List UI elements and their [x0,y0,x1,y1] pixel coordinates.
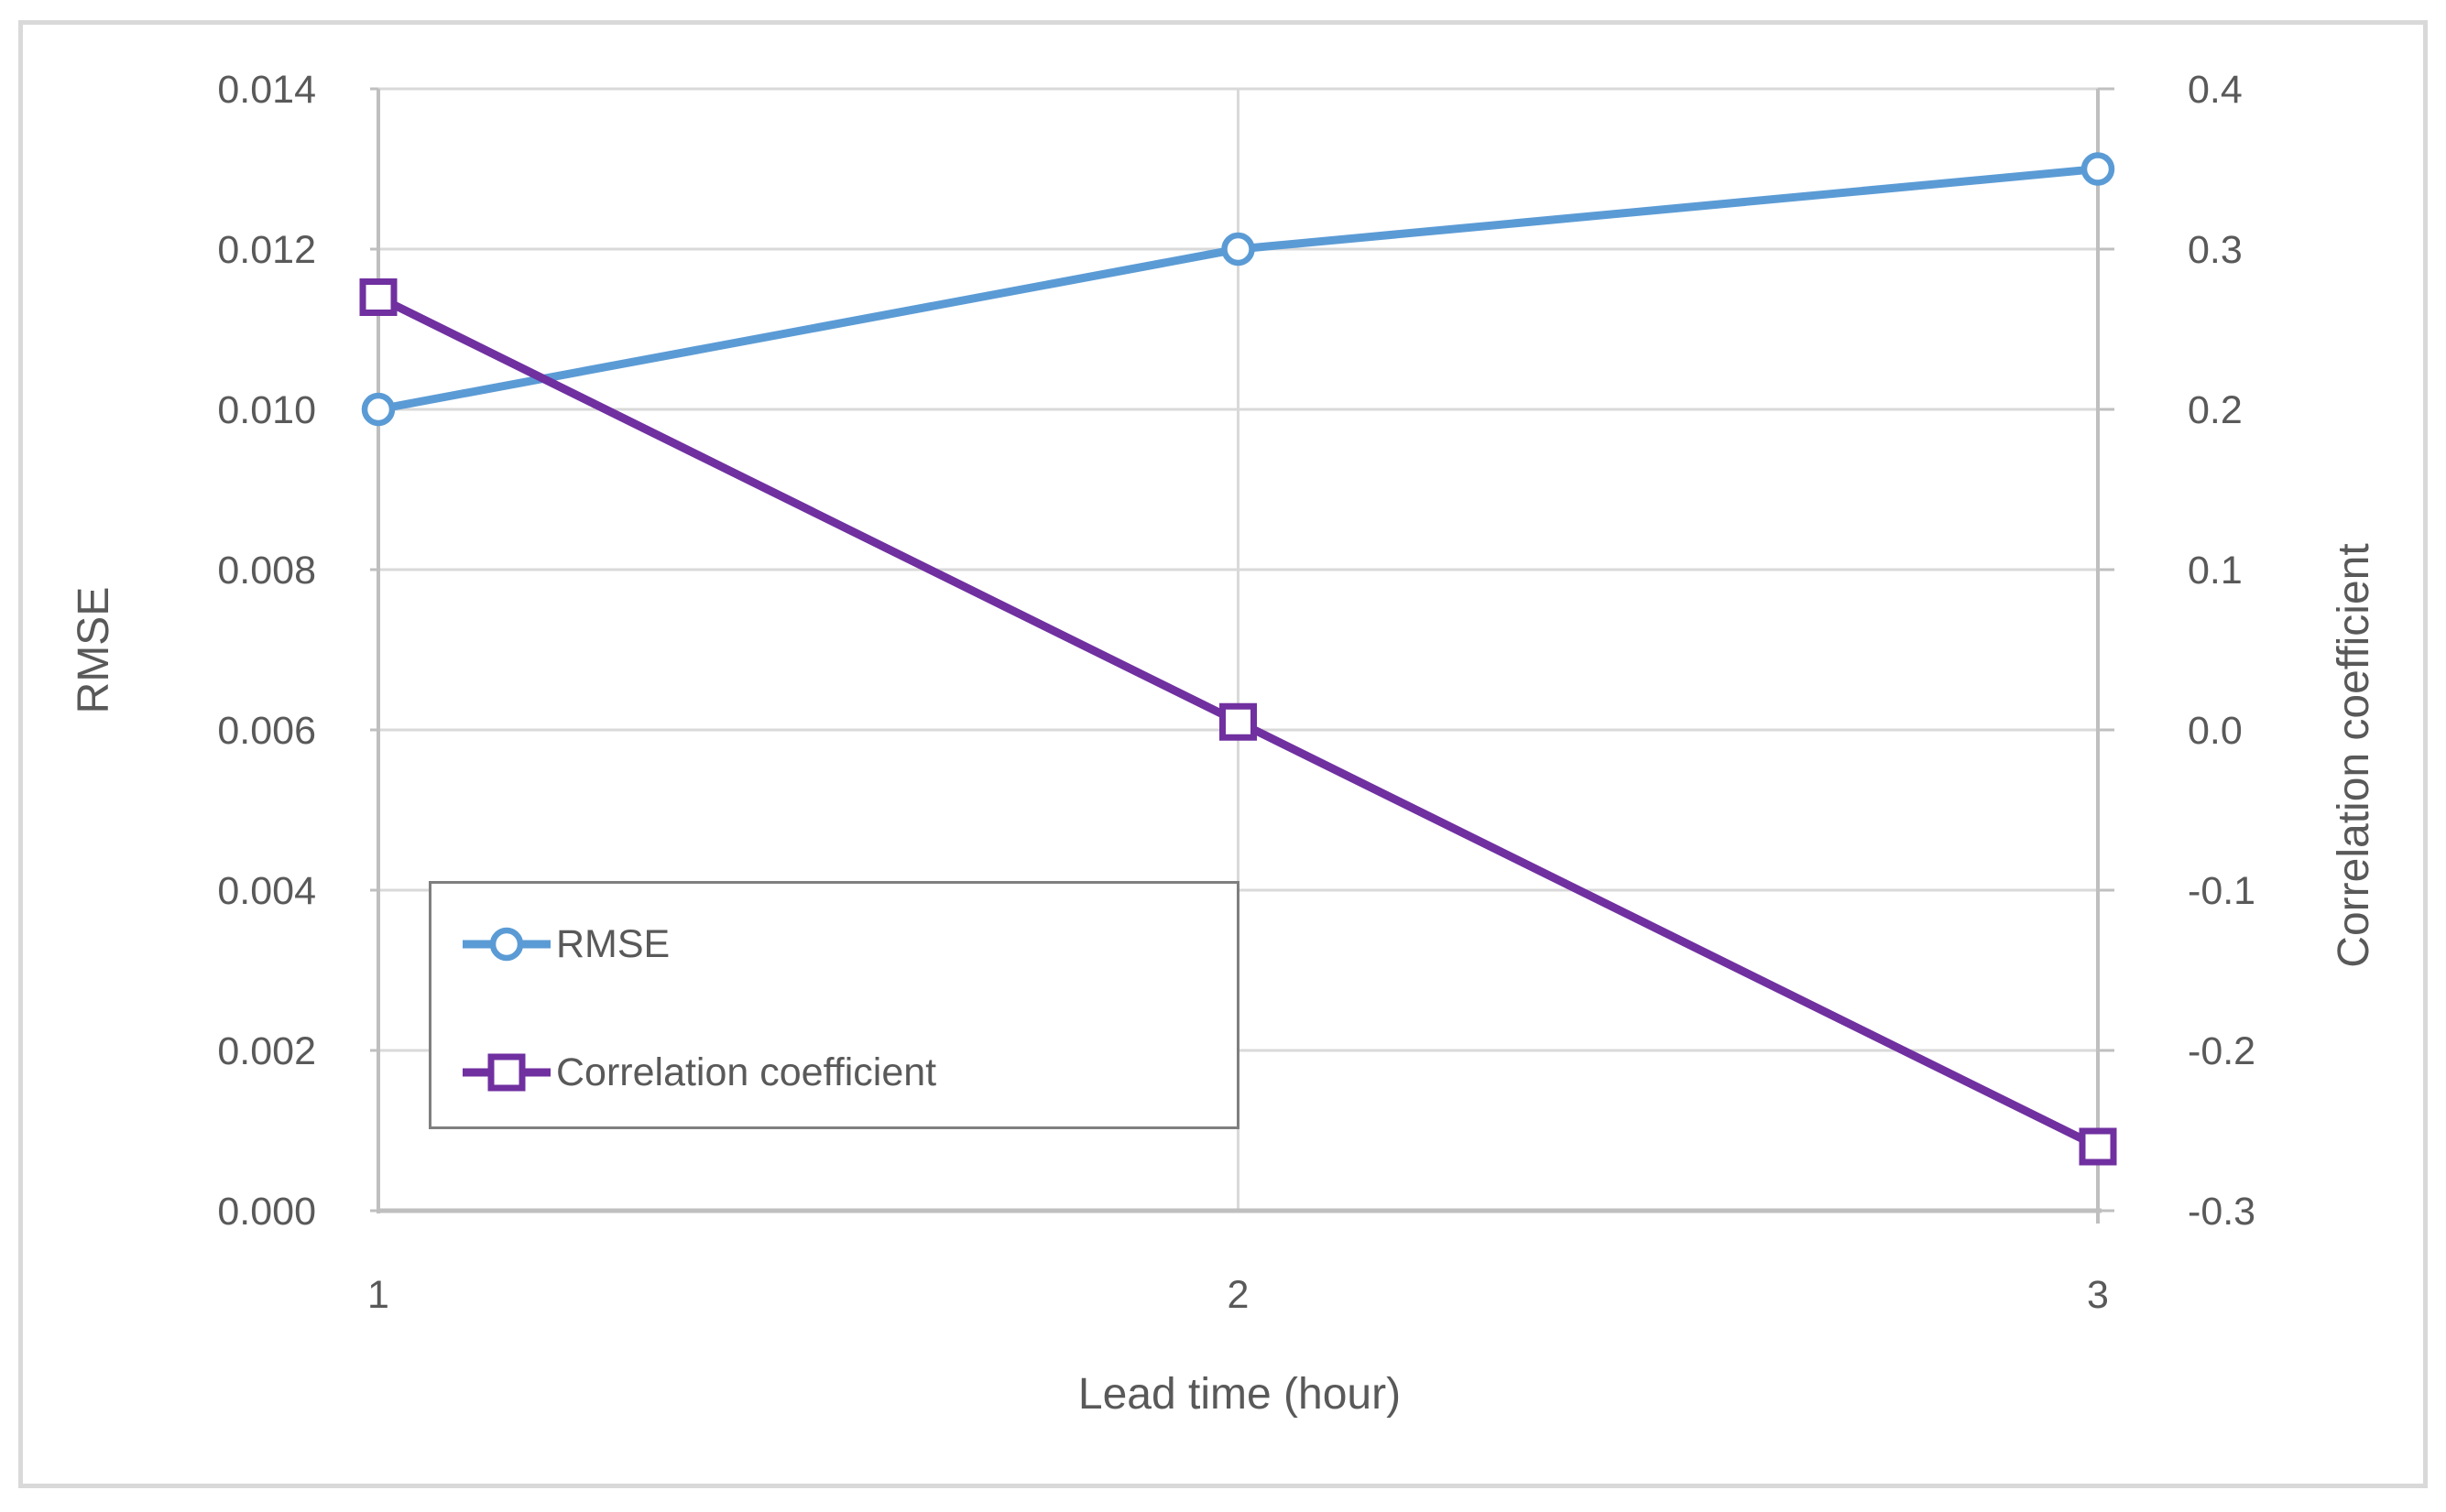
right-axis-tick-label: -0.3 [2188,1190,2255,1234]
right-axis-tick-label: -0.2 [2188,1029,2255,1073]
x-axis-tick-label: 1 [367,1273,389,1317]
right-axis-tick-label: -0.1 [2188,869,2255,913]
left-axis-tick-label: 0.012 [217,228,316,272]
data-point-circle [361,392,396,427]
left-axis-tick-label: 0.006 [217,709,316,753]
legend-label-rmse: RMSE [556,921,671,966]
data-point-square [359,278,398,316]
data-point-circle [1221,232,1255,267]
right-axis-tick-label: 0.2 [2188,388,2243,432]
legend: RMSE Correlation coefficient [429,881,1239,1129]
x-axis-tick-label: 2 [1228,1273,1250,1317]
correlation-line-sample-icon [463,1053,551,1092]
legend-label-correlation: Correlation coefficient [556,1050,937,1094]
x-axis-tick-label: 3 [2087,1273,2109,1317]
left-axis-tick-label: 0.004 [217,869,316,913]
left-axis-tick-label: 0.008 [217,549,316,593]
data-point-circle [2080,152,2115,186]
right-axis-tick-label: 0.3 [2188,228,2243,272]
data-point-square [1219,702,1257,741]
left-axis-tick-label: 0.010 [217,388,316,432]
x-axis-title: Lead time (hour) [1077,1370,1402,1419]
left-axis-tick-label: 0.000 [217,1190,316,1234]
right-axis-title: Correlation coefficient [2330,543,2378,968]
right-axis-tick-label: 0.0 [2188,709,2243,753]
rmse-line-sample-icon [463,927,551,962]
right-axis-tick-label: 0.4 [2188,68,2243,112]
right-axis-tick-label: 0.1 [2188,549,2243,593]
left-axis-title: RMSE [70,586,118,714]
legend-entry-correlation: Correlation coefficient [463,1050,937,1094]
left-axis-tick-label: 0.002 [217,1029,316,1073]
left-axis-tick-label: 0.014 [217,68,316,112]
data-point-square [2079,1127,2117,1166]
legend-entry-rmse: RMSE [463,921,671,966]
